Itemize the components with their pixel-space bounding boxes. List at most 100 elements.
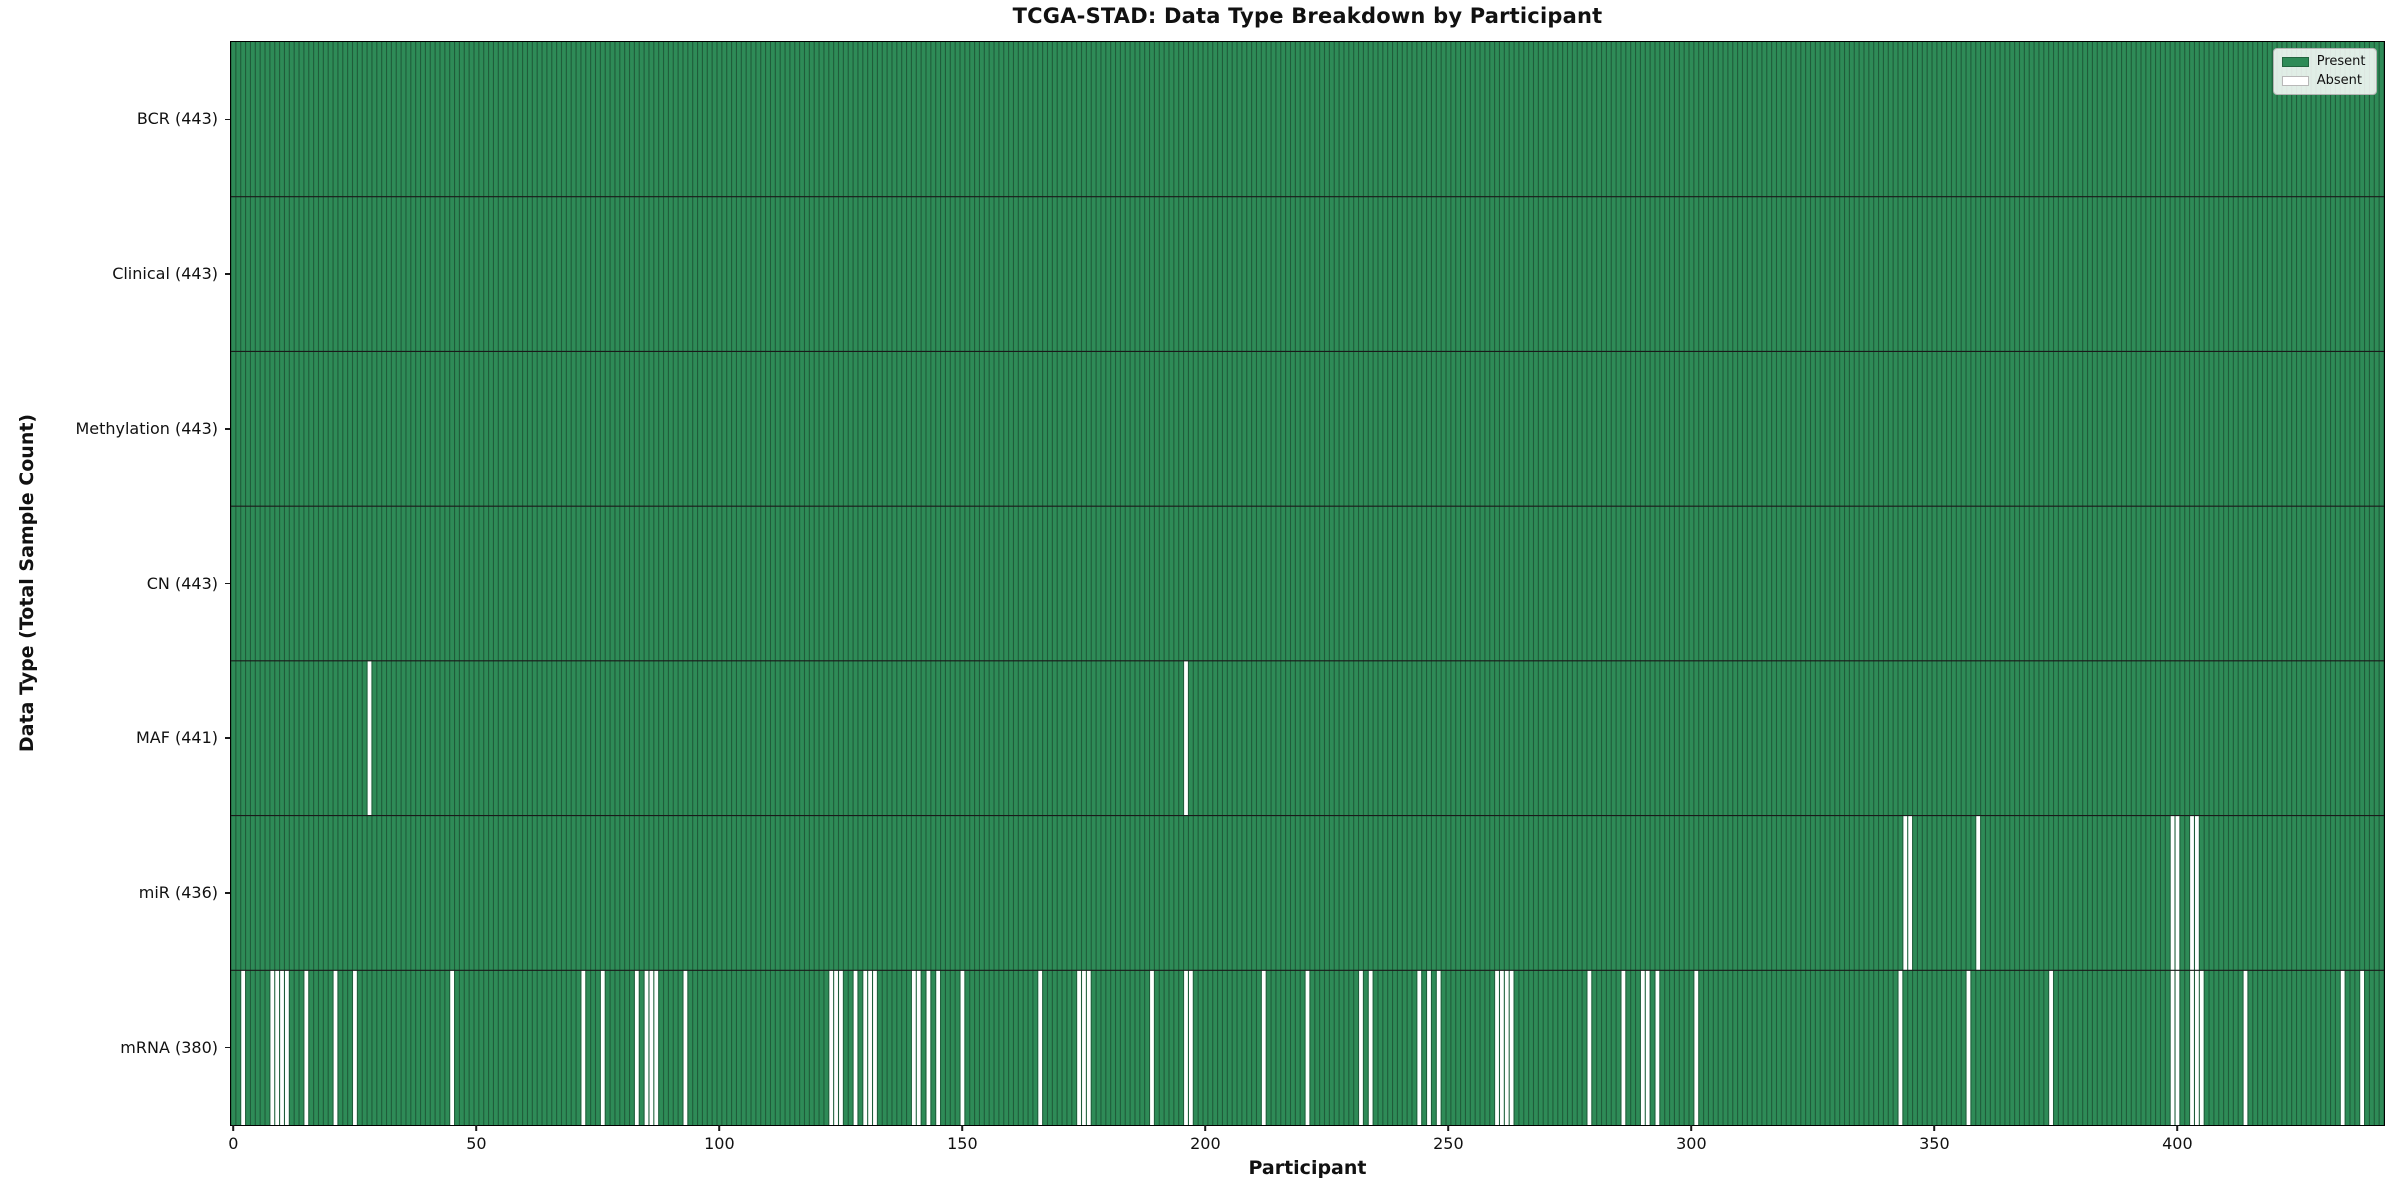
absent-cell — [960, 969, 964, 1125]
chart-title: TCGA-STAD: Data Type Breakdown by Partic… — [1012, 4, 1603, 28]
absent-cell — [644, 969, 648, 1125]
absent-cell — [872, 969, 877, 1125]
x-tick-mark — [2176, 1125, 2179, 1131]
absent-cell — [1902, 815, 1907, 970]
absent-cell — [1086, 969, 1091, 1125]
x-tick-mark — [1447, 1125, 1450, 1131]
absent-cell — [1261, 969, 1266, 1125]
cell-edges — [230, 41, 2384, 1125]
absent-cell — [1587, 969, 1591, 1125]
absent-cell — [1183, 969, 1188, 1125]
absent-cell — [600, 969, 605, 1125]
absent-cell — [649, 969, 653, 1125]
absent-cell — [279, 969, 284, 1125]
absent-cell — [862, 969, 867, 1125]
absent-cell — [1640, 969, 1645, 1125]
y-tick-mark — [225, 1046, 230, 1049]
y-tick-label-miR: miR (436) — [138, 882, 218, 902]
absent-cell — [634, 969, 639, 1125]
absent-cell — [1504, 969, 1509, 1125]
absent-cell — [333, 969, 337, 1125]
absent-cell — [2175, 815, 2179, 970]
absent-cell — [2359, 969, 2364, 1125]
absent-cell — [1358, 969, 1363, 1125]
y-tick-mark — [225, 428, 230, 430]
absent-cell — [240, 969, 245, 1125]
absent-cell — [683, 969, 687, 1125]
x-axis: 0 50 100 150 200 250 300 350 400 — [228, 1125, 2384, 1165]
x-tick-mark — [1204, 1125, 1207, 1131]
absent-cell — [853, 969, 857, 1125]
absent-cell — [2189, 815, 2194, 970]
absent-cell — [2170, 815, 2174, 970]
absent-cell — [2175, 969, 2179, 1125]
absent-cell — [935, 969, 940, 1125]
absent-cell — [1183, 660, 1188, 816]
x-tick-mark — [1690, 1125, 1693, 1131]
absent-cell — [1426, 969, 1431, 1125]
x-tick-label-150: 150 — [947, 1134, 978, 1153]
absent-cell — [1037, 969, 1042, 1125]
absent-swatch-icon — [2281, 75, 2309, 86]
absent-cell — [2340, 969, 2345, 1125]
heatmap-svg — [230, 41, 2384, 1125]
absent-cell — [1081, 969, 1086, 1125]
y-tick-label-Clinical: Clinical (443) — [112, 264, 218, 284]
absent-cell — [1188, 969, 1193, 1125]
absent-cell — [274, 969, 279, 1125]
absent-cell — [1499, 969, 1504, 1125]
absent-cell — [2199, 969, 2204, 1125]
x-tick-label-400: 400 — [2162, 1134, 2193, 1153]
present-background — [230, 41, 2384, 1125]
absent-cell — [352, 969, 357, 1125]
absent-cell — [833, 969, 838, 1125]
absent-cell — [367, 660, 371, 816]
absent-cell — [1076, 969, 1081, 1125]
absent-cell — [1509, 969, 1513, 1125]
absent-cell — [867, 969, 872, 1125]
y-tick-label-BCR: BCR (443) — [136, 109, 218, 129]
x-tick-mark — [961, 1125, 964, 1131]
absent-cell — [303, 969, 308, 1125]
absent-cell — [1149, 969, 1154, 1125]
y-tick-label-mRNA: mRNA (380) — [120, 1037, 218, 1057]
absent-cell — [653, 969, 658, 1125]
absent-cell — [1655, 969, 1659, 1125]
y-tick-mark — [225, 582, 230, 585]
absent-cell — [449, 969, 454, 1125]
x-tick-label-250: 250 — [1433, 1134, 1464, 1153]
x-tick-label-0: 0 — [228, 1134, 239, 1153]
absent-cell — [828, 969, 833, 1125]
absent-cell — [1368, 969, 1373, 1125]
absent-cell — [1305, 969, 1309, 1125]
absent-cell — [1645, 969, 1650, 1125]
absent-cell — [269, 969, 274, 1125]
absent-cell — [284, 969, 289, 1125]
x-tick-label-50: 50 — [466, 1134, 487, 1153]
absent-cell — [838, 969, 843, 1125]
y-tick-label-Methylation: Methylation (443) — [75, 418, 218, 438]
x-tick-label-350: 350 — [1919, 1134, 1950, 1153]
legend-entry-present: Present — [2281, 53, 2366, 69]
legend-label-present: Present — [2316, 53, 2366, 69]
absent-cell — [2048, 969, 2053, 1125]
absent-cell — [1494, 969, 1499, 1125]
legend-entry-absent: Absent — [2281, 73, 2366, 88]
absent-cell — [1975, 815, 1980, 970]
x-tick-label-300: 300 — [1676, 1134, 1707, 1153]
present-swatch-icon — [2281, 56, 2309, 67]
x-tick-label-100: 100 — [704, 1134, 735, 1153]
y-tick-mark — [225, 118, 230, 121]
legend: Present Absent — [2272, 47, 2377, 95]
y-tick-mark — [225, 273, 230, 275]
y-tick-label-CN: CN (443) — [146, 573, 218, 593]
absent-cell — [2170, 969, 2174, 1125]
x-axis-label: Participant — [1248, 1157, 1367, 1179]
absent-cell — [1436, 969, 1441, 1125]
absent-cell — [926, 969, 930, 1125]
absent-cell — [1693, 969, 1698, 1125]
y-tick-label-MAF: MAF (441) — [135, 728, 218, 748]
plot-area: Present Absent — [229, 40, 2385, 1126]
x-tick-label-200: 200 — [1190, 1134, 1221, 1153]
